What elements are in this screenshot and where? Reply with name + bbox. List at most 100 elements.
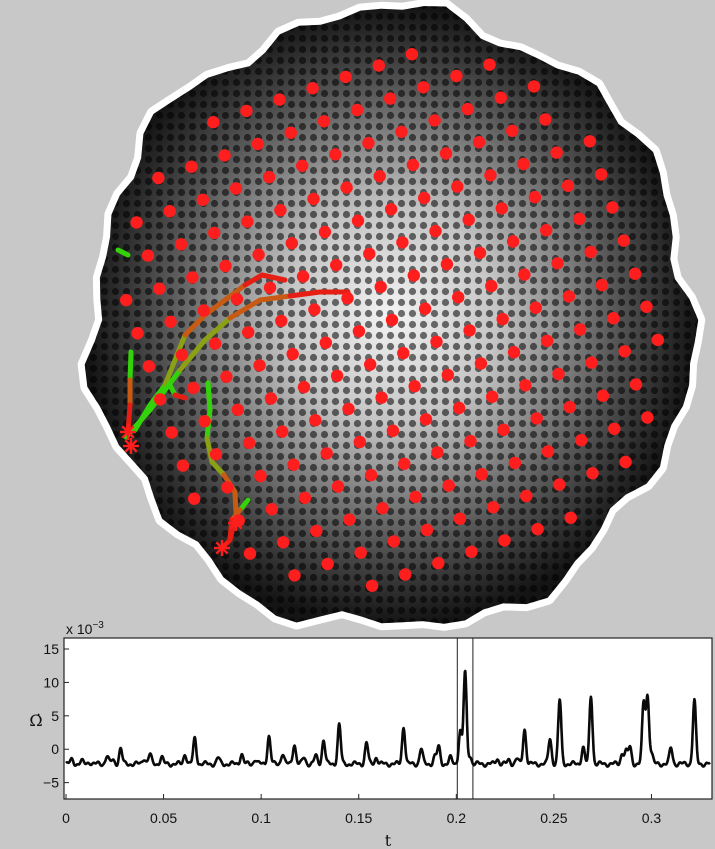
red-marker (218, 149, 231, 162)
red-marker (407, 269, 420, 282)
x-tick-label: 0.05 (150, 810, 177, 826)
red-marker (496, 312, 509, 326)
trajectory-segment (162, 357, 178, 388)
x-tick-label: 0 (62, 810, 70, 826)
red-marker (306, 82, 319, 95)
trajectory-segment (182, 312, 208, 338)
y-axis-label: Ω̇ (29, 711, 42, 730)
red-marker (253, 359, 266, 372)
red-marker (230, 292, 244, 306)
red-marker (398, 457, 411, 470)
red-marker (561, 179, 575, 192)
red-marker (539, 113, 552, 126)
red-marker (531, 522, 544, 536)
red-marker (363, 247, 376, 260)
red-marker (331, 480, 345, 493)
red-marker (440, 258, 454, 271)
red-marker (242, 326, 255, 339)
trajectory-end-markers (120, 424, 244, 556)
trajectory-segment (209, 459, 227, 478)
red-marker (498, 534, 511, 547)
red-marker (330, 258, 343, 272)
red-marker (472, 136, 486, 149)
red-marker (285, 237, 298, 250)
red-marker (372, 59, 385, 72)
red-marker (243, 547, 257, 560)
red-marker (397, 346, 410, 360)
trajectory-end-marker (228, 515, 244, 531)
red-marker (452, 291, 465, 304)
red-marker (284, 126, 297, 139)
red-marker (641, 411, 654, 424)
red-marker (452, 401, 466, 415)
red-marker (342, 402, 355, 416)
red-marker (508, 456, 522, 470)
red-marker (188, 492, 201, 505)
red-marker (375, 391, 388, 404)
red-marker (298, 491, 312, 504)
red-marker (288, 569, 301, 582)
red-marker (507, 346, 521, 359)
red-marker (395, 125, 408, 138)
trajectory-end-marker (120, 424, 136, 440)
disc-panel (77, 0, 706, 631)
red-marker (196, 193, 209, 206)
red-marker (385, 313, 399, 327)
red-marker (506, 235, 520, 248)
y-tick-label: 0 (51, 741, 59, 757)
red-marker (297, 380, 311, 394)
trajectory-segment (127, 349, 134, 383)
red-marker (307, 192, 320, 206)
red-marker (574, 323, 587, 336)
trajectory-segment (227, 297, 263, 321)
trajectory-segment (242, 272, 265, 288)
red-marker (518, 268, 531, 281)
red-marker (418, 302, 432, 315)
y-tick-label: −5 (43, 775, 59, 791)
red-marker (219, 259, 232, 273)
red-marker (484, 169, 497, 182)
red-marker (628, 267, 642, 280)
y-tick-label: 5 (51, 708, 59, 724)
red-marker (317, 115, 331, 128)
red-marker (374, 280, 387, 294)
red-marker (585, 356, 598, 369)
red-marker (384, 203, 398, 216)
red-marker (252, 248, 265, 261)
red-marker (475, 468, 488, 481)
red-marker (530, 412, 543, 425)
red-marker (430, 335, 443, 348)
red-marker (550, 146, 563, 159)
red-marker (527, 80, 541, 93)
red-marker (461, 102, 474, 116)
red-marker (296, 270, 310, 283)
red-marker (176, 459, 190, 472)
red-marker (164, 315, 177, 328)
red-marker (341, 292, 354, 305)
y-tick-label: 15 (43, 641, 59, 657)
trajectory-segment (287, 289, 323, 299)
red-marker (520, 489, 533, 503)
red-marker (409, 490, 422, 504)
red-marker (432, 556, 445, 570)
red-marker (584, 245, 597, 259)
red-marker (365, 579, 379, 592)
red-marker (408, 380, 421, 393)
omega-dot-series (65, 669, 711, 768)
red-marker (573, 212, 586, 225)
trajectory-segment (232, 489, 239, 518)
x-axis-label: t (385, 831, 392, 849)
red-marker (519, 379, 532, 392)
red-marker (405, 48, 419, 61)
trajectory-end-marker (214, 540, 230, 556)
red-marker (340, 181, 353, 194)
red-marker (497, 423, 510, 436)
red-marker (339, 70, 352, 84)
red-marker (608, 422, 621, 435)
red-marker (483, 58, 496, 71)
x-tick-label: 0.3 (642, 810, 662, 826)
red-marker (575, 434, 588, 447)
red-marker (241, 215, 254, 228)
red-marker (506, 124, 519, 137)
x-axis-ticks: 0 0.05 0.1 0.15 0.2 0.25 0.3 (62, 794, 661, 826)
